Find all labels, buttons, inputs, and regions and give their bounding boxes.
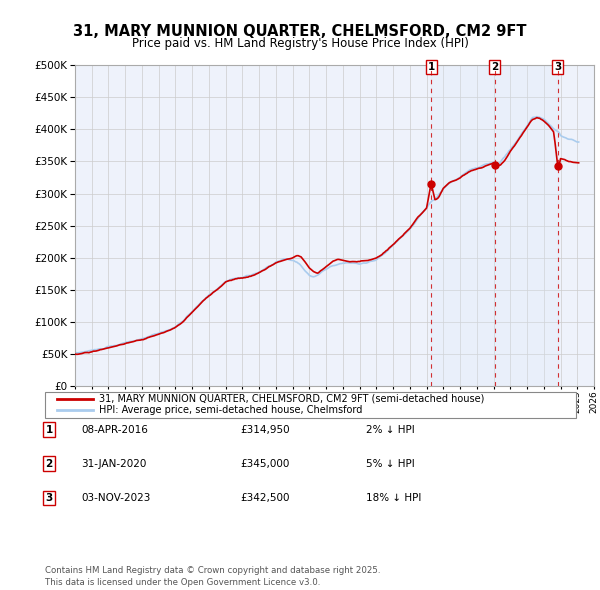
Text: 3: 3 bbox=[554, 62, 562, 72]
Text: 03-NOV-2023: 03-NOV-2023 bbox=[81, 493, 151, 503]
Bar bbox=[431, 65, 558, 386]
Text: HPI: Average price, semi-detached house, Chelmsford: HPI: Average price, semi-detached house,… bbox=[99, 405, 362, 415]
Text: 08-APR-2016: 08-APR-2016 bbox=[81, 425, 148, 434]
Text: 31, MARY MUNNION QUARTER, CHELMSFORD, CM2 9FT: 31, MARY MUNNION QUARTER, CHELMSFORD, CM… bbox=[73, 24, 527, 38]
Text: 2% ↓ HPI: 2% ↓ HPI bbox=[366, 425, 415, 434]
Text: 3: 3 bbox=[46, 493, 53, 503]
Text: Price paid vs. HM Land Registry's House Price Index (HPI): Price paid vs. HM Land Registry's House … bbox=[131, 37, 469, 50]
Text: 31, MARY MUNNION QUARTER, CHELMSFORD, CM2 9FT (semi-detached house): 31, MARY MUNNION QUARTER, CHELMSFORD, CM… bbox=[99, 394, 484, 404]
Text: £342,500: £342,500 bbox=[240, 493, 290, 503]
Text: £345,000: £345,000 bbox=[240, 459, 289, 468]
Text: 1: 1 bbox=[46, 425, 53, 434]
Text: 31-JAN-2020: 31-JAN-2020 bbox=[81, 459, 146, 468]
Text: 18% ↓ HPI: 18% ↓ HPI bbox=[366, 493, 421, 503]
Text: 1: 1 bbox=[427, 62, 435, 72]
Text: £314,950: £314,950 bbox=[240, 425, 290, 434]
Text: 2: 2 bbox=[46, 459, 53, 468]
Text: Contains HM Land Registry data © Crown copyright and database right 2025.
This d: Contains HM Land Registry data © Crown c… bbox=[45, 566, 380, 587]
Text: 2: 2 bbox=[491, 62, 499, 72]
Text: 5% ↓ HPI: 5% ↓ HPI bbox=[366, 459, 415, 468]
